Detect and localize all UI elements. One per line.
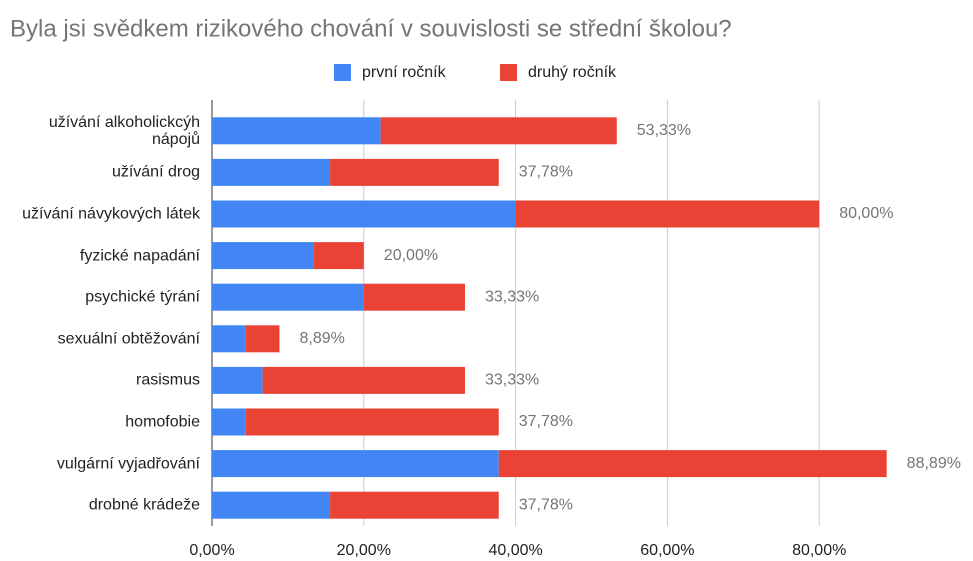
bar-segment [330, 158, 499, 186]
bar-segment [330, 491, 499, 519]
y-tick-label: užívání alkoholickcýh nápojů [48, 113, 200, 148]
x-tick-label: 0,00% [189, 542, 234, 559]
y-tick-label: fyzické napadání [79, 247, 200, 265]
y-tick-label: homofobie [125, 413, 200, 431]
bar-segment [212, 408, 246, 436]
y-tick-label: užívání návykových látek [22, 205, 200, 223]
y-tick-label: užívání drog [111, 163, 200, 181]
y-tick-label: rasismus [135, 371, 200, 389]
x-tick-label: 20,00% [337, 542, 391, 559]
data-label: 33,33% [485, 372, 539, 389]
data-label: 20,00% [384, 247, 438, 264]
bar-segment [245, 408, 499, 436]
bar-segment [212, 117, 381, 145]
y-tick-label: vulgární vyjadřování [56, 455, 200, 473]
chart-title: Byla jsi svědkem rizikového chování v so… [10, 15, 732, 42]
legend-label: druhý ročník [528, 64, 617, 81]
y-tick-label: sexuální obtěžování [57, 330, 200, 348]
data-label: 37,78% [519, 496, 573, 513]
data-label: 8,89% [299, 330, 344, 347]
x-tick-label: 80,00% [792, 542, 846, 559]
bar-segment [212, 158, 331, 186]
y-tick-label: drobné krádeže [88, 496, 200, 514]
bar-segment [212, 325, 246, 353]
bar-segment [262, 366, 465, 394]
data-label: 37,78% [519, 413, 573, 430]
bar-segment [212, 450, 499, 478]
bar-segment [212, 200, 516, 228]
bar-segment [245, 325, 280, 353]
x-tick-label: 60,00% [640, 542, 694, 559]
data-label: 37,78% [519, 164, 573, 181]
bar-segment [212, 283, 364, 311]
legend-label: první ročník [362, 64, 447, 81]
bar-segment [363, 283, 465, 311]
data-label: 53,33% [637, 122, 691, 139]
bar-segment [515, 200, 820, 228]
x-tick-label: 40,00% [488, 542, 542, 559]
data-label: 33,33% [485, 288, 539, 305]
y-tick-label: psychické týrání [85, 288, 200, 306]
bar-segment [212, 366, 263, 394]
legend-swatch [334, 64, 351, 81]
bar-segment [498, 450, 887, 478]
data-label: 88,89% [907, 455, 961, 472]
data-label: 80,00% [839, 205, 893, 222]
bar-segment [212, 491, 331, 519]
bar-segment [313, 242, 364, 270]
bar-segment [212, 242, 314, 270]
bar-segment [380, 117, 617, 145]
legend-swatch [500, 64, 517, 81]
